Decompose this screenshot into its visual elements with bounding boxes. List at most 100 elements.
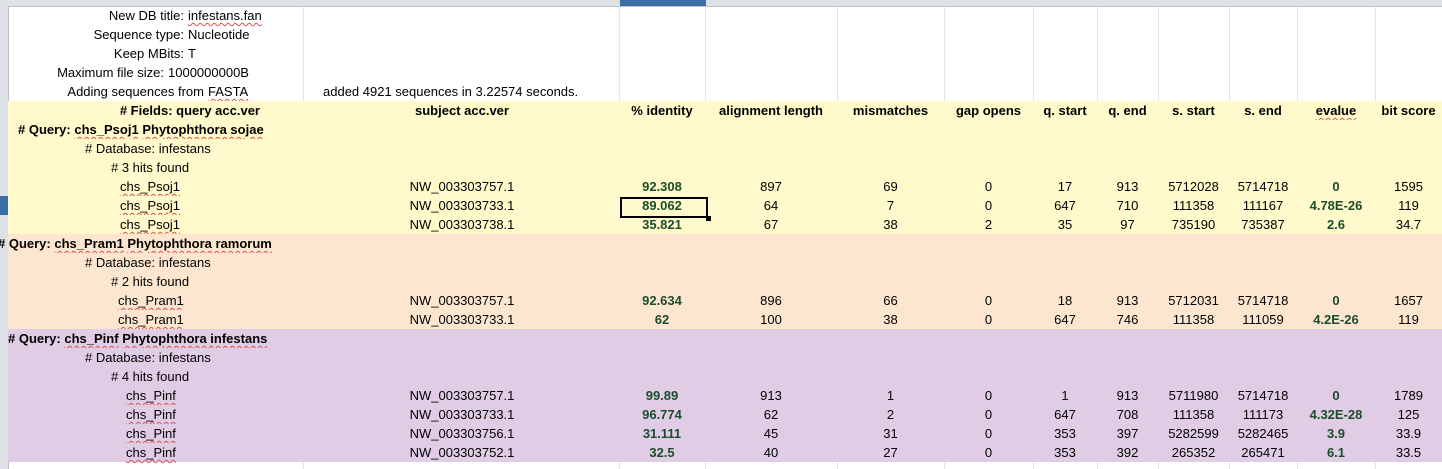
selected-column-indicator xyxy=(620,0,706,6)
hit-evalue: 4.2E-26 xyxy=(1313,312,1359,327)
hit-alignment-length: 100 xyxy=(760,312,782,327)
hit-query-id: chs_Pinf xyxy=(126,388,176,403)
hit-subject: NW_003303757.1 xyxy=(409,179,515,194)
hit-identity: 31.111 xyxy=(642,426,682,441)
hit-mismatches: 1 xyxy=(886,388,895,403)
meta-row[interactable]: Keep MBits: T xyxy=(8,44,1442,63)
hit-bit-score: 33.5 xyxy=(1395,445,1422,460)
spreadsheet-grid[interactable]: New DB title: infestans.fan Sequence typ… xyxy=(0,6,1442,469)
column-header-bar[interactable] xyxy=(0,0,1442,7)
hit-row[interactable]: chs_Pinf NW_003303757.1 99.89 913 1 0 1 913 5711… xyxy=(8,386,1442,405)
hit-row[interactable]: chs_Pram1 NW_003303757.1 92.634 896 66 0 18 913… xyxy=(8,291,1442,310)
meta-row[interactable]: New DB title: infestans.fan xyxy=(8,6,1442,25)
selected-cell[interactable] xyxy=(620,197,711,221)
query-row[interactable]: # Query: chs_Pram1 Phytophthora ramorum xyxy=(0,234,1442,253)
hit-subject: NW_003303733.1 xyxy=(409,198,515,213)
query-id: chs_Psoj1 xyxy=(74,122,139,137)
query-id: chs_Pinf xyxy=(64,331,119,346)
database-label: # Database: infestans xyxy=(85,141,211,156)
meta-row[interactable]: Maximum file size: 1000000000B xyxy=(8,63,1442,82)
hit-gap-opens: 2 xyxy=(984,217,993,232)
hit-s-end: 111173 xyxy=(1242,407,1284,422)
meta-row[interactable]: Adding sequences from FASTA added 4921 s… xyxy=(8,82,1442,101)
hits-found-row[interactable]: # 2 hits found xyxy=(8,272,1442,291)
hit-q-end: 913 xyxy=(1116,388,1139,403)
hit-evalue: 6.1 xyxy=(1326,445,1346,460)
hits-found-row[interactable]: # 4 hits found xyxy=(8,367,1442,386)
database-row[interactable]: # Database: infestans xyxy=(8,139,1442,158)
hit-q-start: 647 xyxy=(1054,407,1076,422)
meta-row[interactable]: Sequence type: Nucleotide xyxy=(8,25,1442,44)
database-row[interactable]: # Database: infestans xyxy=(8,348,1442,367)
hit-q-start: 1 xyxy=(1061,388,1069,403)
header-gap-opens: gap opens xyxy=(955,103,1021,118)
hit-q-end: 97 xyxy=(1120,217,1135,232)
query-row[interactable]: # Query: chs_Pinf Phytophthora infestans xyxy=(8,329,1442,348)
hit-gap-opens: 0 xyxy=(984,445,993,460)
meta-value: 1000000000B xyxy=(168,65,249,80)
hit-row[interactable]: chs_Psoj1 NW_003303733.1 89.062 64 7 0 647 710 1… xyxy=(8,196,1442,215)
hit-identity: 89.062 xyxy=(642,198,682,213)
hit-query-id: chs_Psoj1 xyxy=(120,217,180,232)
hit-mismatches: 38 xyxy=(883,312,898,327)
hit-bit-score: 125 xyxy=(1397,407,1420,422)
added-sequences-message: added 4921 sequences in 3.22574 seconds. xyxy=(323,84,579,99)
hit-evalue: 4.32E-28 xyxy=(1309,407,1363,422)
hit-row[interactable]: chs_Pram1 NW_003303733.1 62 100 38 0 647 746 111… xyxy=(8,310,1442,329)
meta-value: FASTA xyxy=(208,84,249,99)
hit-mismatches: 66 xyxy=(883,293,898,308)
hit-alignment-length: 45 xyxy=(763,426,779,441)
hit-query-id: chs_Pinf xyxy=(126,445,176,460)
hit-subject: NW_003303733.1 xyxy=(409,312,515,327)
hit-q-start: 353 xyxy=(1054,445,1076,460)
fields-header-row[interactable]: # Fields: query acc.ver subject acc.ver … xyxy=(8,101,1442,120)
hit-row[interactable]: chs_Pinf NW_003303733.1 96.774 62 2 0 647 708 11… xyxy=(8,405,1442,424)
meta-label: New DB title: xyxy=(108,8,184,23)
hit-gap-opens: 0 xyxy=(984,198,993,213)
hit-identity: 92.634 xyxy=(642,293,682,308)
header-q-start: q. start xyxy=(1043,103,1087,118)
hit-s-end: 5714718 xyxy=(1237,388,1289,403)
database-row[interactable]: # Database: infestans xyxy=(8,253,1442,272)
hit-gap-opens: 0 xyxy=(984,426,993,441)
hit-mismatches: 27 xyxy=(883,445,898,460)
query-row[interactable]: # Query: chs_Psoj1 Phytophthora sojae xyxy=(8,120,1442,139)
query-id: chs_Pram1 xyxy=(54,236,124,251)
hit-subject: NW_003303733.1 xyxy=(409,407,515,422)
query-prefix: # Query: xyxy=(18,122,71,137)
hit-subject: NW_003303757.1 xyxy=(409,388,515,403)
hit-bit-score: 34.7 xyxy=(1395,217,1422,232)
hit-query-id: chs_Pram1 xyxy=(118,312,184,327)
hit-query-id: chs_Pinf xyxy=(126,426,176,441)
hit-row[interactable]: chs_Psoj1 NW_003303757.1 92.308 897 69 0 17 913… xyxy=(8,177,1442,196)
hit-alignment-length: 896 xyxy=(760,293,782,308)
hit-bit-score: 119 xyxy=(1398,198,1419,213)
hit-gap-opens: 0 xyxy=(984,179,993,194)
hit-alignment-length: 897 xyxy=(760,179,782,194)
hit-q-end: 397 xyxy=(1116,426,1139,441)
hit-subject: NW_003303738.1 xyxy=(409,217,515,232)
meta-value: infestans.fan xyxy=(188,8,262,23)
hit-identity: 99.89 xyxy=(645,388,679,403)
hit-row[interactable]: chs_Psoj1 NW_003303738.1 35.821 67 38 2 35 97 73… xyxy=(8,215,1442,234)
meta-value: Nucleotide xyxy=(188,27,250,42)
hit-row[interactable]: chs_Pinf NW_003303756.1 31.111 45 31 0 353 397 5… xyxy=(8,424,1442,443)
hits-found-row[interactable]: # 3 hits found xyxy=(8,158,1442,177)
hit-bit-score: 1595 xyxy=(1394,179,1423,194)
hit-query-id: chs_Psoj1 xyxy=(120,198,180,213)
hit-row[interactable]: chs_Pinf NW_003303752.1 32.5 40 27 0 353 392 265… xyxy=(8,443,1442,462)
hit-s-start: 111358 xyxy=(1172,312,1215,327)
hits-found-label: # 4 hits found xyxy=(111,369,190,384)
hit-bit-score: 1657 xyxy=(1394,293,1423,308)
hit-s-start: 111358 xyxy=(1172,198,1215,213)
hit-mismatches: 38 xyxy=(883,217,898,232)
hit-s-start: 5712031 xyxy=(1168,293,1219,308)
hit-q-start: 353 xyxy=(1054,426,1076,441)
hit-gap-opens: 0 xyxy=(984,293,993,308)
hits-found-label: # 2 hits found xyxy=(111,274,190,289)
hit-s-start: 5282599 xyxy=(1168,426,1219,441)
hit-gap-opens: 0 xyxy=(984,407,993,422)
hit-query-id: chs_Psoj1 xyxy=(120,179,180,194)
meta-label: Keep MBits: xyxy=(113,46,184,61)
hit-evalue: 4.78E-26 xyxy=(1309,198,1363,213)
